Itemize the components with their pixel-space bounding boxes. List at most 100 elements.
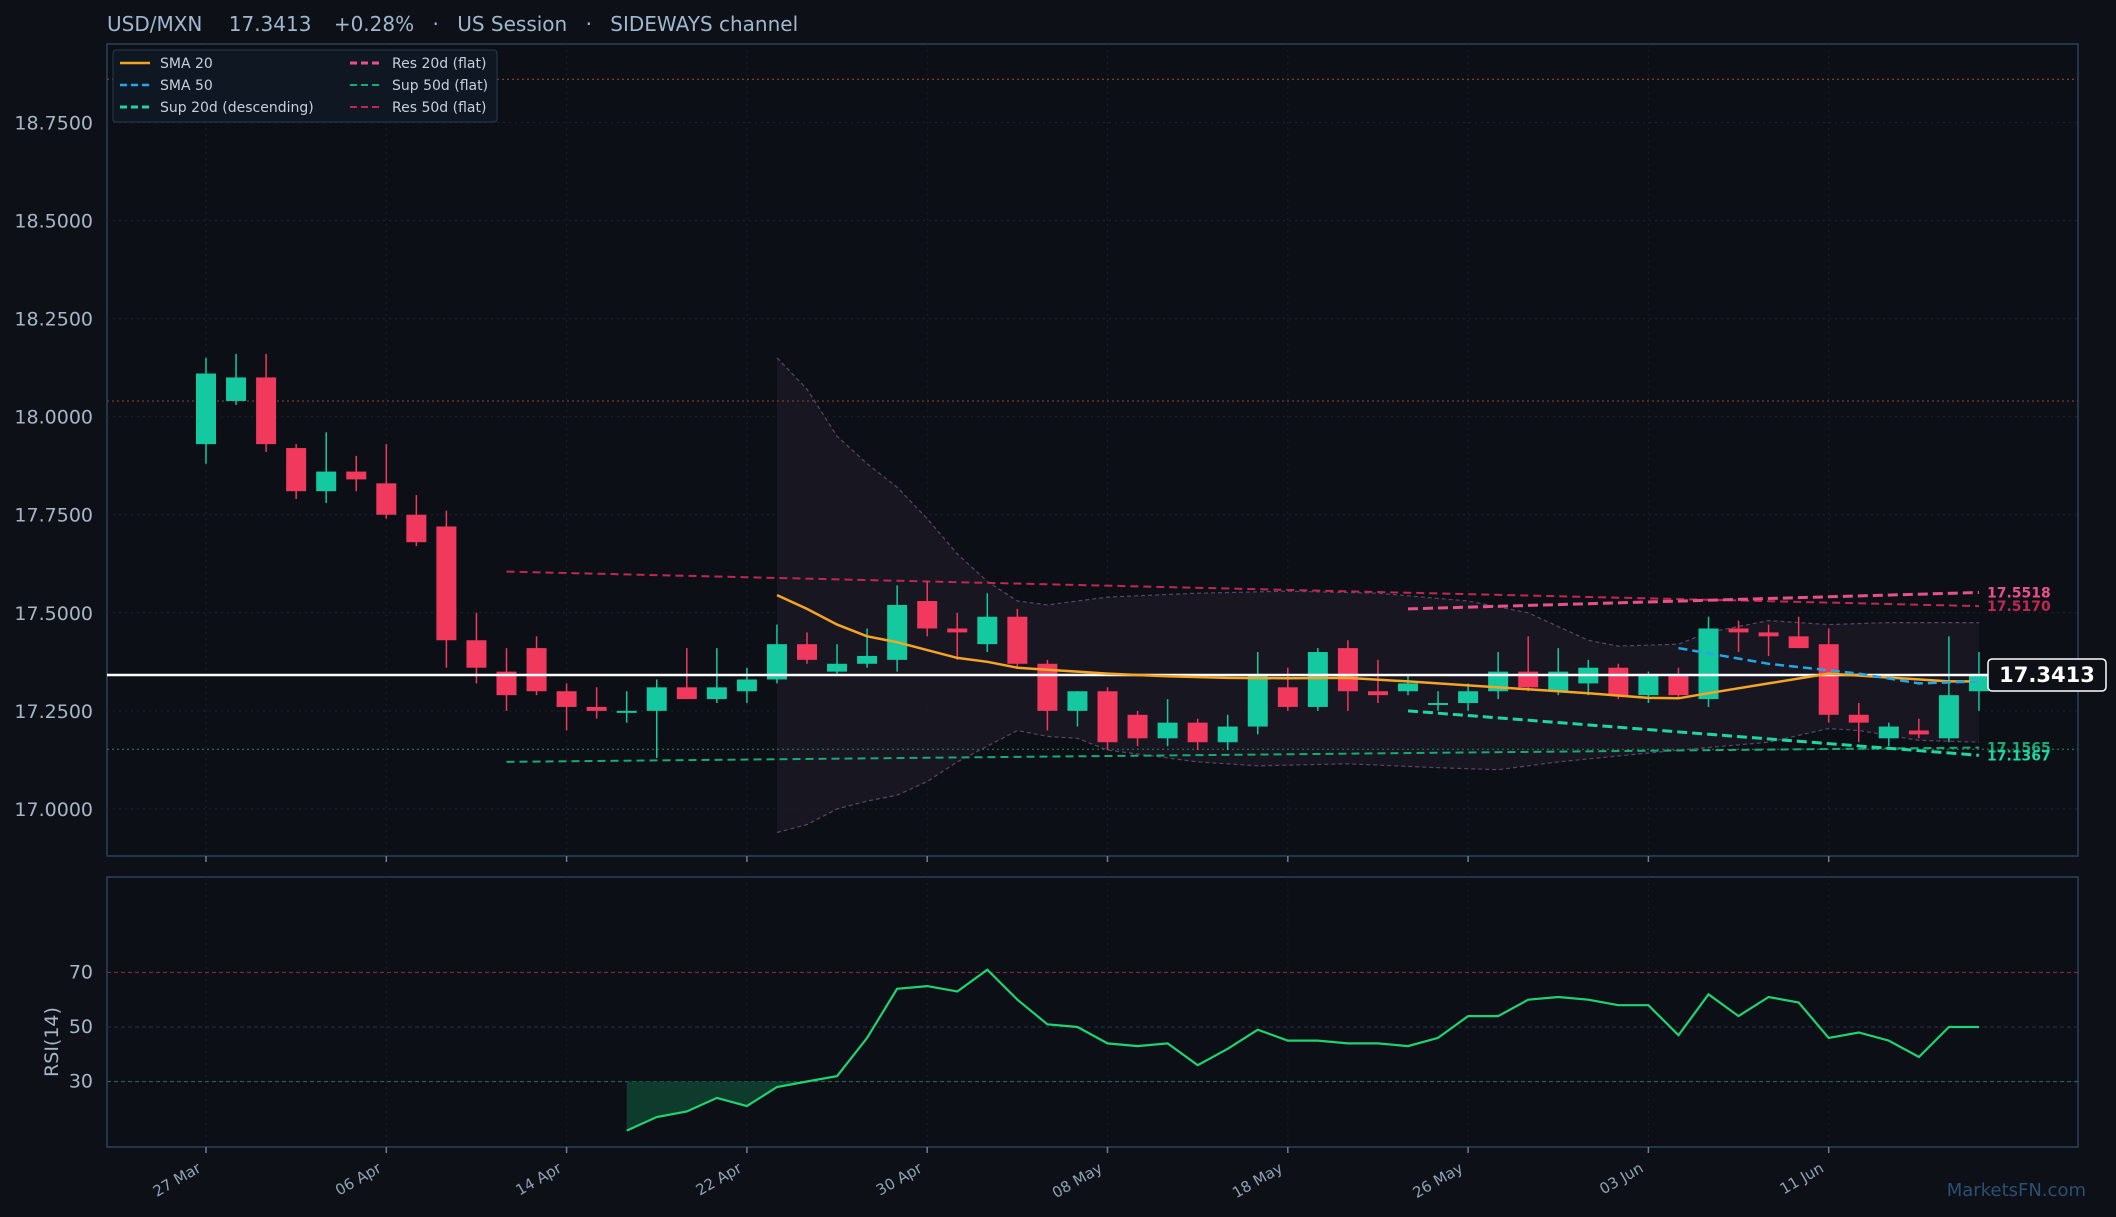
sup20-line	[1407, 709, 1980, 757]
candle-body	[1758, 632, 1779, 637]
level-label: 17.1367	[1987, 748, 2051, 764]
candle-body	[1157, 722, 1178, 739]
candle	[1908, 718, 1929, 739]
candle	[947, 612, 968, 660]
candle	[1548, 648, 1569, 696]
last-price-box	[1987, 658, 2107, 692]
candle-body	[1458, 691, 1479, 704]
candle-body	[797, 644, 817, 660]
candle	[766, 624, 787, 684]
legend-label: SMA 50	[160, 78, 213, 94]
legend: SMA 20 SMA 50 Sup 20d (descending) Res 2…	[112, 49, 498, 123]
candle	[346, 455, 367, 492]
candle	[1157, 699, 1178, 747]
legend-label: Res 20d (flat)	[392, 56, 486, 72]
sma50-line	[1678, 646, 1980, 685]
legend-item-sup20: Sup 20d (descending)	[120, 100, 314, 116]
rsi-y-tick-label: 70	[69, 961, 93, 983]
candle-body	[857, 655, 878, 664]
candle-body	[887, 604, 908, 660]
candle-body	[1187, 722, 1208, 743]
candle	[917, 581, 938, 637]
candle-body	[1728, 628, 1749, 633]
bollinger-lower-line	[776, 727, 1980, 834]
header-regime: SIDEWAYS channel	[610, 12, 798, 36]
candle-body	[1067, 691, 1088, 711]
candle	[1367, 659, 1388, 704]
candle	[736, 667, 757, 704]
bollinger-upper-line	[776, 357, 1979, 647]
legend-label: SMA 20	[160, 56, 213, 72]
candle-body	[1698, 628, 1719, 700]
candle	[376, 444, 397, 519]
candle-body	[1398, 683, 1418, 692]
last-price-tag: 17.3413	[1987, 658, 2107, 692]
candle-body	[376, 483, 397, 515]
candle-body	[526, 648, 547, 692]
candle	[1127, 710, 1148, 747]
candle-body	[466, 640, 487, 668]
rsi-layer: 30 50 70 RSI(14)	[41, 961, 2078, 1132]
candle	[1668, 667, 1689, 700]
candle-body	[1968, 675, 1989, 692]
candle-body	[496, 671, 517, 696]
candle-body	[1428, 703, 1449, 706]
candle	[1067, 691, 1088, 727]
y-tick-label: 18.0000	[14, 407, 93, 429]
candle-body	[346, 471, 367, 480]
candle	[1758, 624, 1779, 656]
candle-body	[1638, 675, 1659, 696]
sup50-line	[506, 746, 1979, 763]
candle-body	[286, 448, 307, 492]
candle-body	[1788, 636, 1809, 649]
header-separator: ·	[586, 12, 592, 36]
y-tick-label: 18.7500	[14, 112, 93, 134]
watermark: MarketsFN.com	[1947, 1180, 2086, 1201]
rsi-axis-label: RSI(14)	[41, 1007, 63, 1077]
rsi-y-tick-label: 50	[69, 1016, 93, 1038]
candle	[1187, 718, 1208, 751]
candle	[616, 691, 637, 723]
candle-body	[1818, 644, 1839, 715]
y-tick-label: 18.2500	[14, 309, 93, 331]
y-tick-label: 17.0000	[14, 799, 93, 821]
header-session: US Session	[457, 12, 567, 36]
candle	[196, 357, 216, 464]
y-tick-label: 18.5000	[14, 211, 93, 233]
candle-body	[256, 377, 277, 445]
legend-item-res20: Res 20d (flat)	[350, 56, 486, 72]
candle-body	[1938, 695, 1959, 739]
candle	[1878, 722, 1899, 747]
candle-body	[226, 377, 247, 401]
candle-body	[1878, 726, 1899, 739]
rsi-oversold-fill	[626, 1081, 807, 1131]
candle-body	[1247, 675, 1268, 727]
candle-body	[1848, 714, 1869, 723]
candle-body	[616, 710, 637, 713]
legend-box	[112, 49, 498, 123]
candle	[1398, 675, 1418, 696]
candle-body	[736, 679, 757, 692]
rsi-y-tick-label: 30	[69, 1071, 93, 1093]
candle-body	[827, 663, 848, 672]
candle	[466, 612, 487, 684]
level-label: 17.5518	[1987, 585, 2051, 601]
candle	[1007, 608, 1028, 668]
candle-body	[436, 526, 457, 641]
legend-label: Res 50d (flat)	[392, 100, 486, 116]
candle	[286, 444, 307, 500]
candle-body	[316, 471, 337, 492]
candle	[977, 593, 998, 653]
legend-item-res50: Res 50d (flat)	[350, 100, 486, 116]
candle-body	[917, 601, 938, 629]
candle-body	[1127, 714, 1148, 739]
level-label: 17.1565	[1987, 741, 2051, 757]
candle-body	[1668, 675, 1689, 696]
candle-body	[646, 687, 667, 711]
candle-body	[1007, 616, 1028, 664]
candle-body	[1307, 652, 1328, 707]
candle	[1247, 652, 1268, 735]
candle-body	[1908, 730, 1929, 735]
candle	[1458, 683, 1479, 711]
